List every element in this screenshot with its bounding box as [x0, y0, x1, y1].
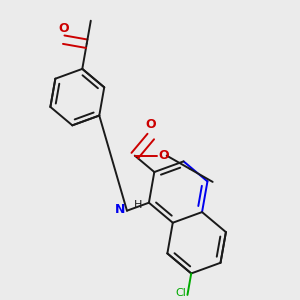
- Text: O: O: [58, 22, 69, 35]
- Text: H: H: [134, 200, 143, 210]
- Text: N: N: [115, 203, 125, 216]
- Text: O: O: [159, 149, 169, 162]
- Text: O: O: [146, 118, 156, 131]
- Text: Cl: Cl: [175, 288, 186, 298]
